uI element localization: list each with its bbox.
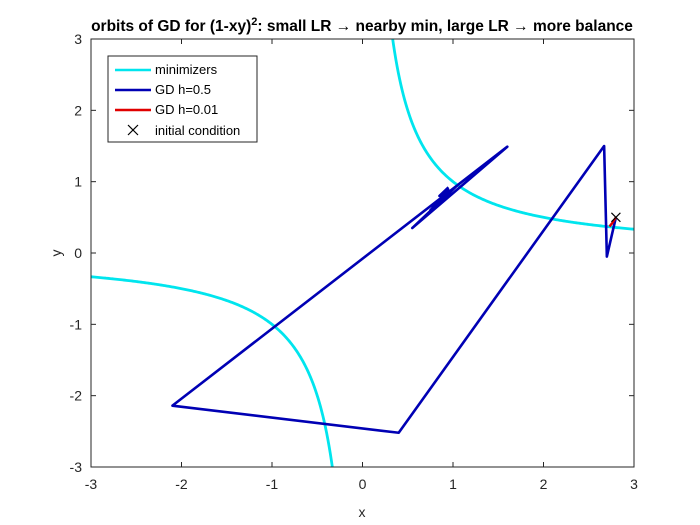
- legend: minimizers GD h=0.5 GD h=0.01 initial co…: [107, 55, 258, 143]
- y-tick-label: 1: [74, 174, 82, 190]
- axis-ticks: -3 -2 -1 0 1 2 3 -3 -2 -1 0 1 2 3: [70, 31, 639, 492]
- x-tick-label: 1: [449, 476, 457, 492]
- x-tick-label: 3: [630, 476, 638, 492]
- minimizers-curve-positive: [391, 39, 634, 231]
- x-tick-label: -3: [85, 476, 98, 492]
- legend-label-initial-condition: initial condition: [155, 123, 240, 138]
- x-tick-label: 2: [540, 476, 548, 492]
- marker-layer: [610, 212, 621, 223]
- chart-title: orbits of GD for (1-xy)2: small LR → nea…: [91, 16, 633, 35]
- legend-label-minimizers: minimizers: [155, 62, 218, 77]
- x-tick-label: -1: [266, 476, 279, 492]
- initial-condition-marker: [610, 212, 621, 223]
- y-tick-label: 2: [74, 102, 82, 118]
- minimizers-curve-negative: [91, 275, 334, 467]
- legend-label-gd-h001: GD h=0.01: [155, 102, 218, 117]
- legend-label-gd-h05: GD h=0.5: [155, 82, 211, 97]
- y-tick-label: -2: [70, 388, 83, 404]
- x-tick-label: 0: [359, 476, 367, 492]
- y-axis-label: y: [48, 250, 64, 257]
- legend-swatch-initial-condition: [127, 124, 139, 136]
- y-tick-label: -3: [70, 459, 83, 475]
- x-axis-label: x: [359, 504, 366, 520]
- y-tick-label: 3: [74, 31, 82, 47]
- x-tick-label: -2: [175, 476, 188, 492]
- gd-h05-line: [171, 144, 618, 435]
- plot-series-layer: [91, 39, 634, 467]
- y-tick-label: -1: [70, 316, 83, 332]
- y-tick-label: 0: [74, 245, 82, 261]
